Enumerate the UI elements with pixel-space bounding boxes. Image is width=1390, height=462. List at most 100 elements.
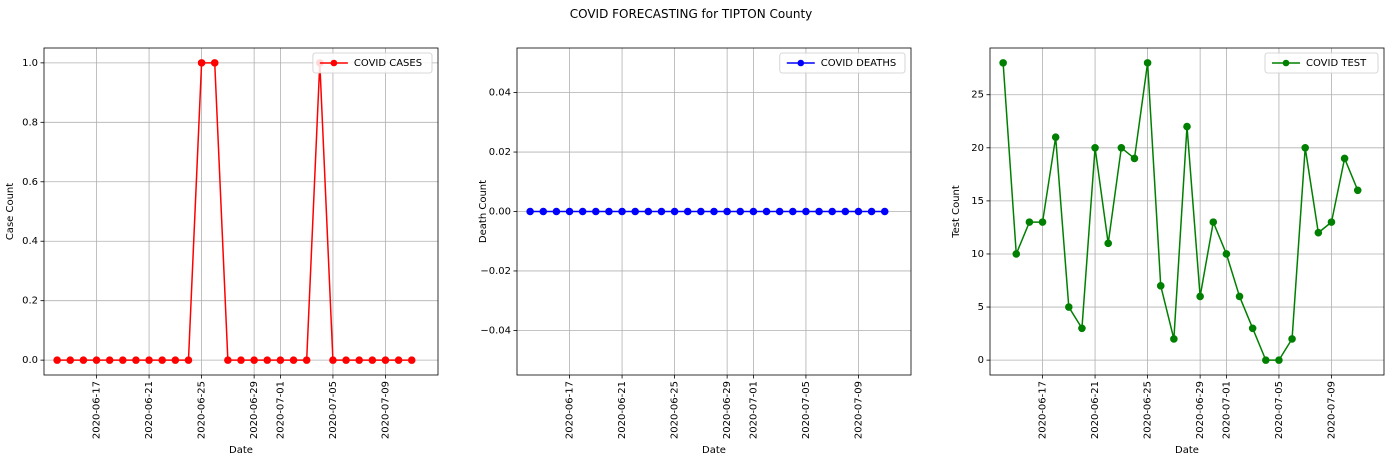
data-point: [105, 356, 114, 364]
data-point: [1196, 292, 1204, 301]
x-tick-label: 2020-07-09: [853, 381, 864, 439]
data-point: [1314, 228, 1323, 237]
x-tick-label: 2020-06-25: [670, 381, 681, 439]
data-point: [1143, 59, 1152, 67]
data-point: [1078, 324, 1086, 333]
y-tick-label: 0: [978, 355, 984, 366]
data-point: [197, 59, 206, 67]
data-point: [1327, 218, 1336, 226]
data-point: [697, 207, 705, 216]
axes-frame: [516, 47, 912, 376]
data-point: [723, 207, 731, 216]
series-line: [57, 62, 412, 361]
data-point: [66, 356, 75, 364]
data-point: [592, 207, 600, 216]
data-point: [1170, 335, 1178, 343]
data-point: [670, 207, 679, 216]
x-tick-label: 2020-06-17: [92, 381, 103, 439]
legend-swatch-marker: [330, 59, 338, 67]
y-tick-label: 10: [971, 249, 984, 260]
data-point: [1051, 133, 1060, 141]
data-point: [1025, 218, 1034, 226]
y-axis-label: Death Count: [478, 180, 489, 243]
x-tick-label: 2020-07-05: [1274, 381, 1285, 439]
data-point: [1248, 324, 1257, 333]
data-point: [1104, 239, 1112, 248]
data-point: [815, 207, 823, 216]
data-point: [1275, 356, 1283, 364]
x-tick-label: 2020-07-05: [328, 381, 339, 439]
data-point: [1262, 356, 1270, 364]
x-tick-label: 2020-06-29: [1195, 381, 1206, 439]
y-tick-label: 0.2: [22, 296, 38, 307]
data-point: [578, 207, 587, 216]
y-tick-label: 0.0: [22, 355, 38, 366]
chart-panel-2: 2020-06-17 2020-06-21 2020-06-25 2020-06-29…: [478, 47, 912, 456]
data-point: [394, 356, 403, 364]
data-point: [289, 356, 298, 364]
data-point: [749, 207, 758, 216]
y-tick-label: 0.00: [489, 207, 511, 218]
data-point: [631, 207, 640, 216]
y-tick-label: 1.0: [22, 58, 38, 69]
x-axis-label: Date: [229, 445, 253, 456]
data-point: [355, 356, 364, 364]
x-tick-label: 2020-07-01: [1221, 381, 1232, 439]
x-tick-label: 2020-06-25: [1143, 381, 1154, 439]
data-point: [828, 207, 837, 216]
data-point: [999, 59, 1007, 67]
legend-swatch-marker: [797, 59, 805, 67]
data-point: [119, 356, 127, 364]
data-point: [1117, 143, 1126, 152]
data-point: [381, 356, 390, 364]
y-tick-label: 15: [971, 196, 984, 207]
y-tick-label: 0.4: [22, 236, 38, 247]
data-point: [184, 356, 193, 364]
x-tick-label: 2020-06-21: [144, 381, 155, 439]
data-point: [276, 356, 285, 364]
y-tick-label: 0.04: [489, 88, 511, 99]
y-tick-label: 5: [978, 302, 984, 313]
y-tick-label: −0.02: [480, 266, 511, 277]
x-tick-label: 2020-06-29: [722, 381, 733, 439]
x-tick-label: 2020-07-01: [748, 381, 759, 439]
data-point: [250, 356, 258, 364]
data-point: [368, 356, 377, 364]
series-line: [1002, 62, 1359, 361]
chart-panel-1: 2020-06-17 2020-06-21 2020-06-25 2020-06-29…: [5, 47, 439, 456]
data-point: [158, 356, 166, 364]
data-point: [1183, 122, 1191, 131]
y-tick-label: 0.6: [22, 177, 38, 188]
data-point: [342, 356, 350, 364]
data-point: [1222, 250, 1231, 258]
data-point: [145, 356, 153, 364]
legend: COVID TEST: [1264, 52, 1379, 74]
data-point: [736, 207, 745, 216]
chart-panel-3: 2020-06-17 2020-06-21 2020-06-25 2020-06-29…: [951, 47, 1385, 456]
data-point: [132, 356, 140, 364]
data-point: [1091, 143, 1099, 152]
data-point: [841, 207, 850, 216]
figure-suptitle: COVID FORECASTING for TIPTON County: [570, 7, 813, 21]
x-tick-label: 2020-06-21: [617, 381, 628, 439]
data-point: [92, 356, 101, 364]
data-point: [539, 207, 548, 216]
y-axis-label: Case Count: [5, 183, 16, 240]
data-point: [210, 59, 219, 67]
data-point: [1130, 154, 1139, 163]
data-point: [789, 207, 797, 216]
data-point: [302, 356, 311, 364]
data-point: [1353, 186, 1362, 195]
data-point: [171, 356, 180, 364]
data-point: [53, 356, 61, 364]
axes-frame: [43, 47, 439, 376]
data-point: [867, 207, 876, 216]
legend-label: COVID TEST: [1306, 58, 1367, 69]
chart-panels: 2020-06-17 2020-06-21 2020-06-25 2020-06-29…: [5, 47, 1385, 456]
y-tick-label: 20: [971, 143, 984, 154]
data-point: [644, 207, 653, 216]
data-point: [618, 207, 626, 216]
data-point: [1156, 282, 1165, 290]
x-tick-label: 2020-07-05: [801, 381, 812, 439]
